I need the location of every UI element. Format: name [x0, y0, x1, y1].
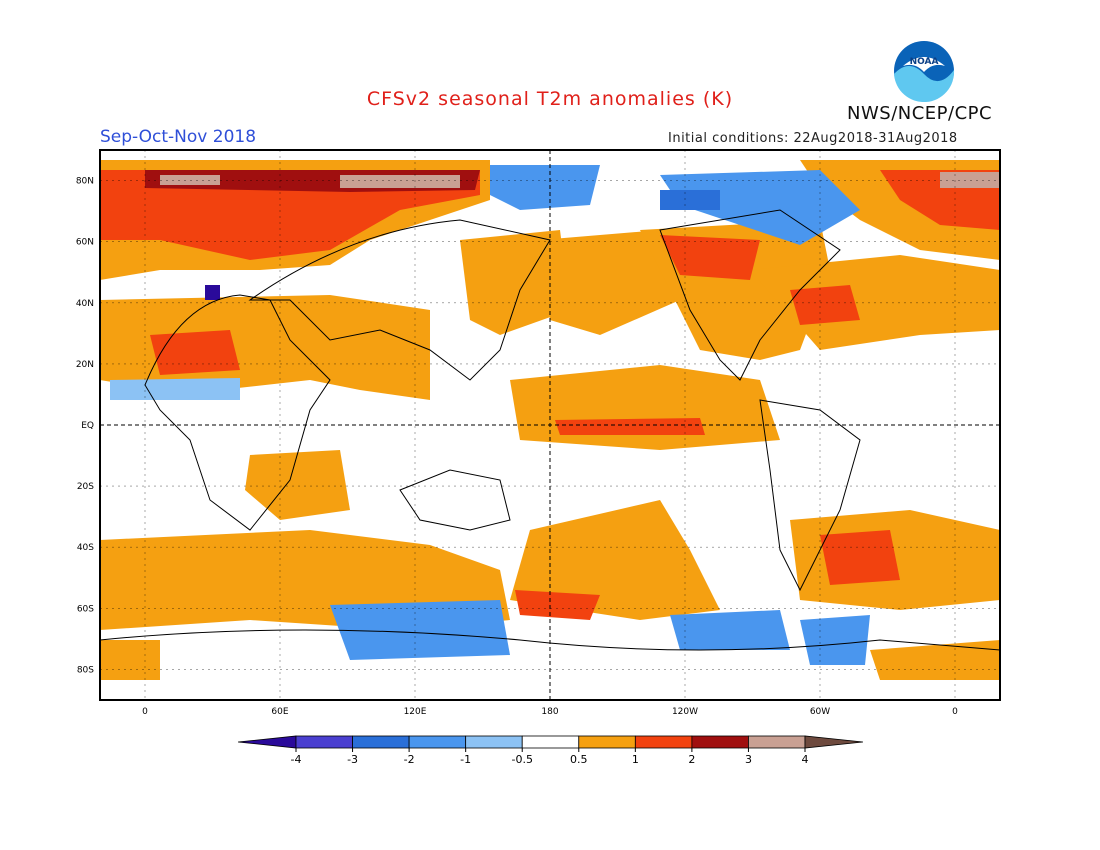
noaa-logo-wave: [894, 66, 955, 102]
noaa-logo-gull: [903, 57, 945, 72]
colorbar-swatch: [352, 735, 410, 749]
anomaly-region-arctic-eurasia-strong: [100, 170, 480, 260]
colorbar-tick-label: 1: [632, 753, 639, 766]
colorbar-tick-label: -3: [347, 753, 358, 766]
anomaly-region-north-pacific-west: [540, 230, 680, 335]
colorbar-lower-arrow: [238, 735, 297, 749]
colorbar-tick-label: 0.5: [570, 753, 588, 766]
lat-tick-label: 80N: [76, 177, 94, 187]
lon-tick-label: 0: [952, 707, 958, 717]
lon-tick-label: 120E: [404, 707, 427, 717]
map-title: CFSv2 seasonal T2m anomalies (K): [366, 88, 734, 110]
lat-tick-label: 60N: [76, 238, 94, 248]
lat-tick-label: 40N: [76, 299, 94, 309]
lat-tick-label: 80S: [77, 665, 94, 675]
lat-tick-label: 20N: [76, 360, 94, 370]
colorbar-tick-label: -4: [291, 753, 302, 766]
anomaly-region-antarctic-cool-east: [330, 600, 510, 660]
initial-conditions-label: Initial conditions: 22Aug2018-31Aug2018: [668, 131, 958, 146]
colorbar-swatch: [521, 735, 580, 749]
coastlines: [99, 209, 1001, 651]
colorbar-swatch: [691, 735, 749, 749]
colorbar-tick-label: -1: [460, 753, 471, 766]
colorbar-tick-label: 3: [745, 753, 752, 766]
colorbar-swatch: [748, 735, 806, 749]
anomaly-region-antarctic-east: [870, 640, 1000, 680]
anomaly-region-indian-ocean: [245, 450, 350, 520]
lon-tick-label: 120W: [672, 707, 698, 717]
lon-ticks: 0 60E 120E 180 120W 60W 0: [142, 707, 958, 717]
lat-ticks: 80N 60N 40N 20N EQ 20S 40S 60S 80S: [76, 177, 94, 676]
map-frame: [99, 149, 1001, 701]
anomaly-region-weddell-cool: [800, 615, 870, 665]
anomaly-map: 80N 60N 40N 20N EQ 20S 40S 60S 80S 0 60E 120E 180 12…: [76, 149, 1001, 717]
anomaly-region-south-atlantic-strong: [820, 530, 900, 585]
colorbar-swatch: [408, 735, 467, 749]
season-label: Sep-Oct-Nov 2018: [100, 127, 257, 147]
anomaly-region-south-pacific: [510, 500, 720, 620]
colorbar: -4 -3 -2 -1 -0.5 0.5 1 2 3 4: [238, 735, 863, 766]
lon-tick-label: 60W: [810, 707, 830, 717]
antarctica-coastline: [99, 629, 1001, 651]
anomaly-region-black-sea-cold: [205, 285, 220, 300]
agency-label: NWS/NCEP/CPC: [847, 103, 993, 124]
noaa-logo: NOAA: [894, 41, 955, 102]
lat-tick-label: 40S: [77, 543, 94, 553]
anomaly-region-antarctic-cool-west: [670, 610, 790, 650]
anomaly-region-canadian-arctic-cool: [660, 170, 860, 245]
anomaly-region-arctic-tan-b: [340, 175, 460, 188]
lon-tick-label: 180: [541, 707, 558, 717]
eurasia-coastline: [248, 219, 551, 381]
anomaly-region-africa-north: [100, 295, 430, 400]
africa-coastline: [144, 294, 331, 531]
colorbar-tick-label: 2: [688, 753, 695, 766]
anomaly-region-equatorial-pacific-strong: [555, 418, 705, 435]
lat-tick-label: 20S: [77, 482, 94, 492]
colorbar-tick-label: -0.5: [511, 753, 532, 766]
colorbar-swatch: [578, 735, 636, 749]
anomaly-region-south-pacific-strong: [515, 590, 600, 620]
anomaly-region-arctic-tan-a: [160, 175, 220, 185]
anomaly-region-atlantic-strong: [790, 285, 860, 325]
noaa-logo-text: NOAA: [910, 57, 939, 67]
lon-tick-label: 60E: [271, 707, 288, 717]
anomaly-region-sahara-strong: [150, 330, 240, 375]
lat-tick-label: 60S: [77, 604, 94, 614]
colorbar-swatch: [295, 735, 353, 749]
anomaly-fields: [100, 160, 1000, 680]
anomaly-region-sahel-cool: [110, 378, 240, 400]
north-america-coastline: [659, 209, 841, 381]
australia-coastline: [399, 469, 511, 531]
south-america-coastline: [759, 399, 861, 592]
colorbar-swatch: [634, 735, 693, 749]
lon-tick-label: 0: [142, 707, 148, 717]
colorbar-tick-label: 4: [802, 753, 809, 766]
colorbar-upper-arrow: [804, 735, 863, 749]
anomaly-region-antarctic-west: [100, 640, 160, 680]
anomaly-region-arctic-tan-c: [940, 172, 1000, 188]
lat-tick-label: EQ: [81, 421, 94, 431]
anomaly-region-baffin-cool: [660, 190, 720, 210]
colorbar-swatch: [465, 735, 523, 749]
anomaly-region-arctic-pacific-cool: [490, 165, 600, 210]
grid: [100, 150, 1000, 700]
colorbar-tick-label: -2: [404, 753, 415, 766]
